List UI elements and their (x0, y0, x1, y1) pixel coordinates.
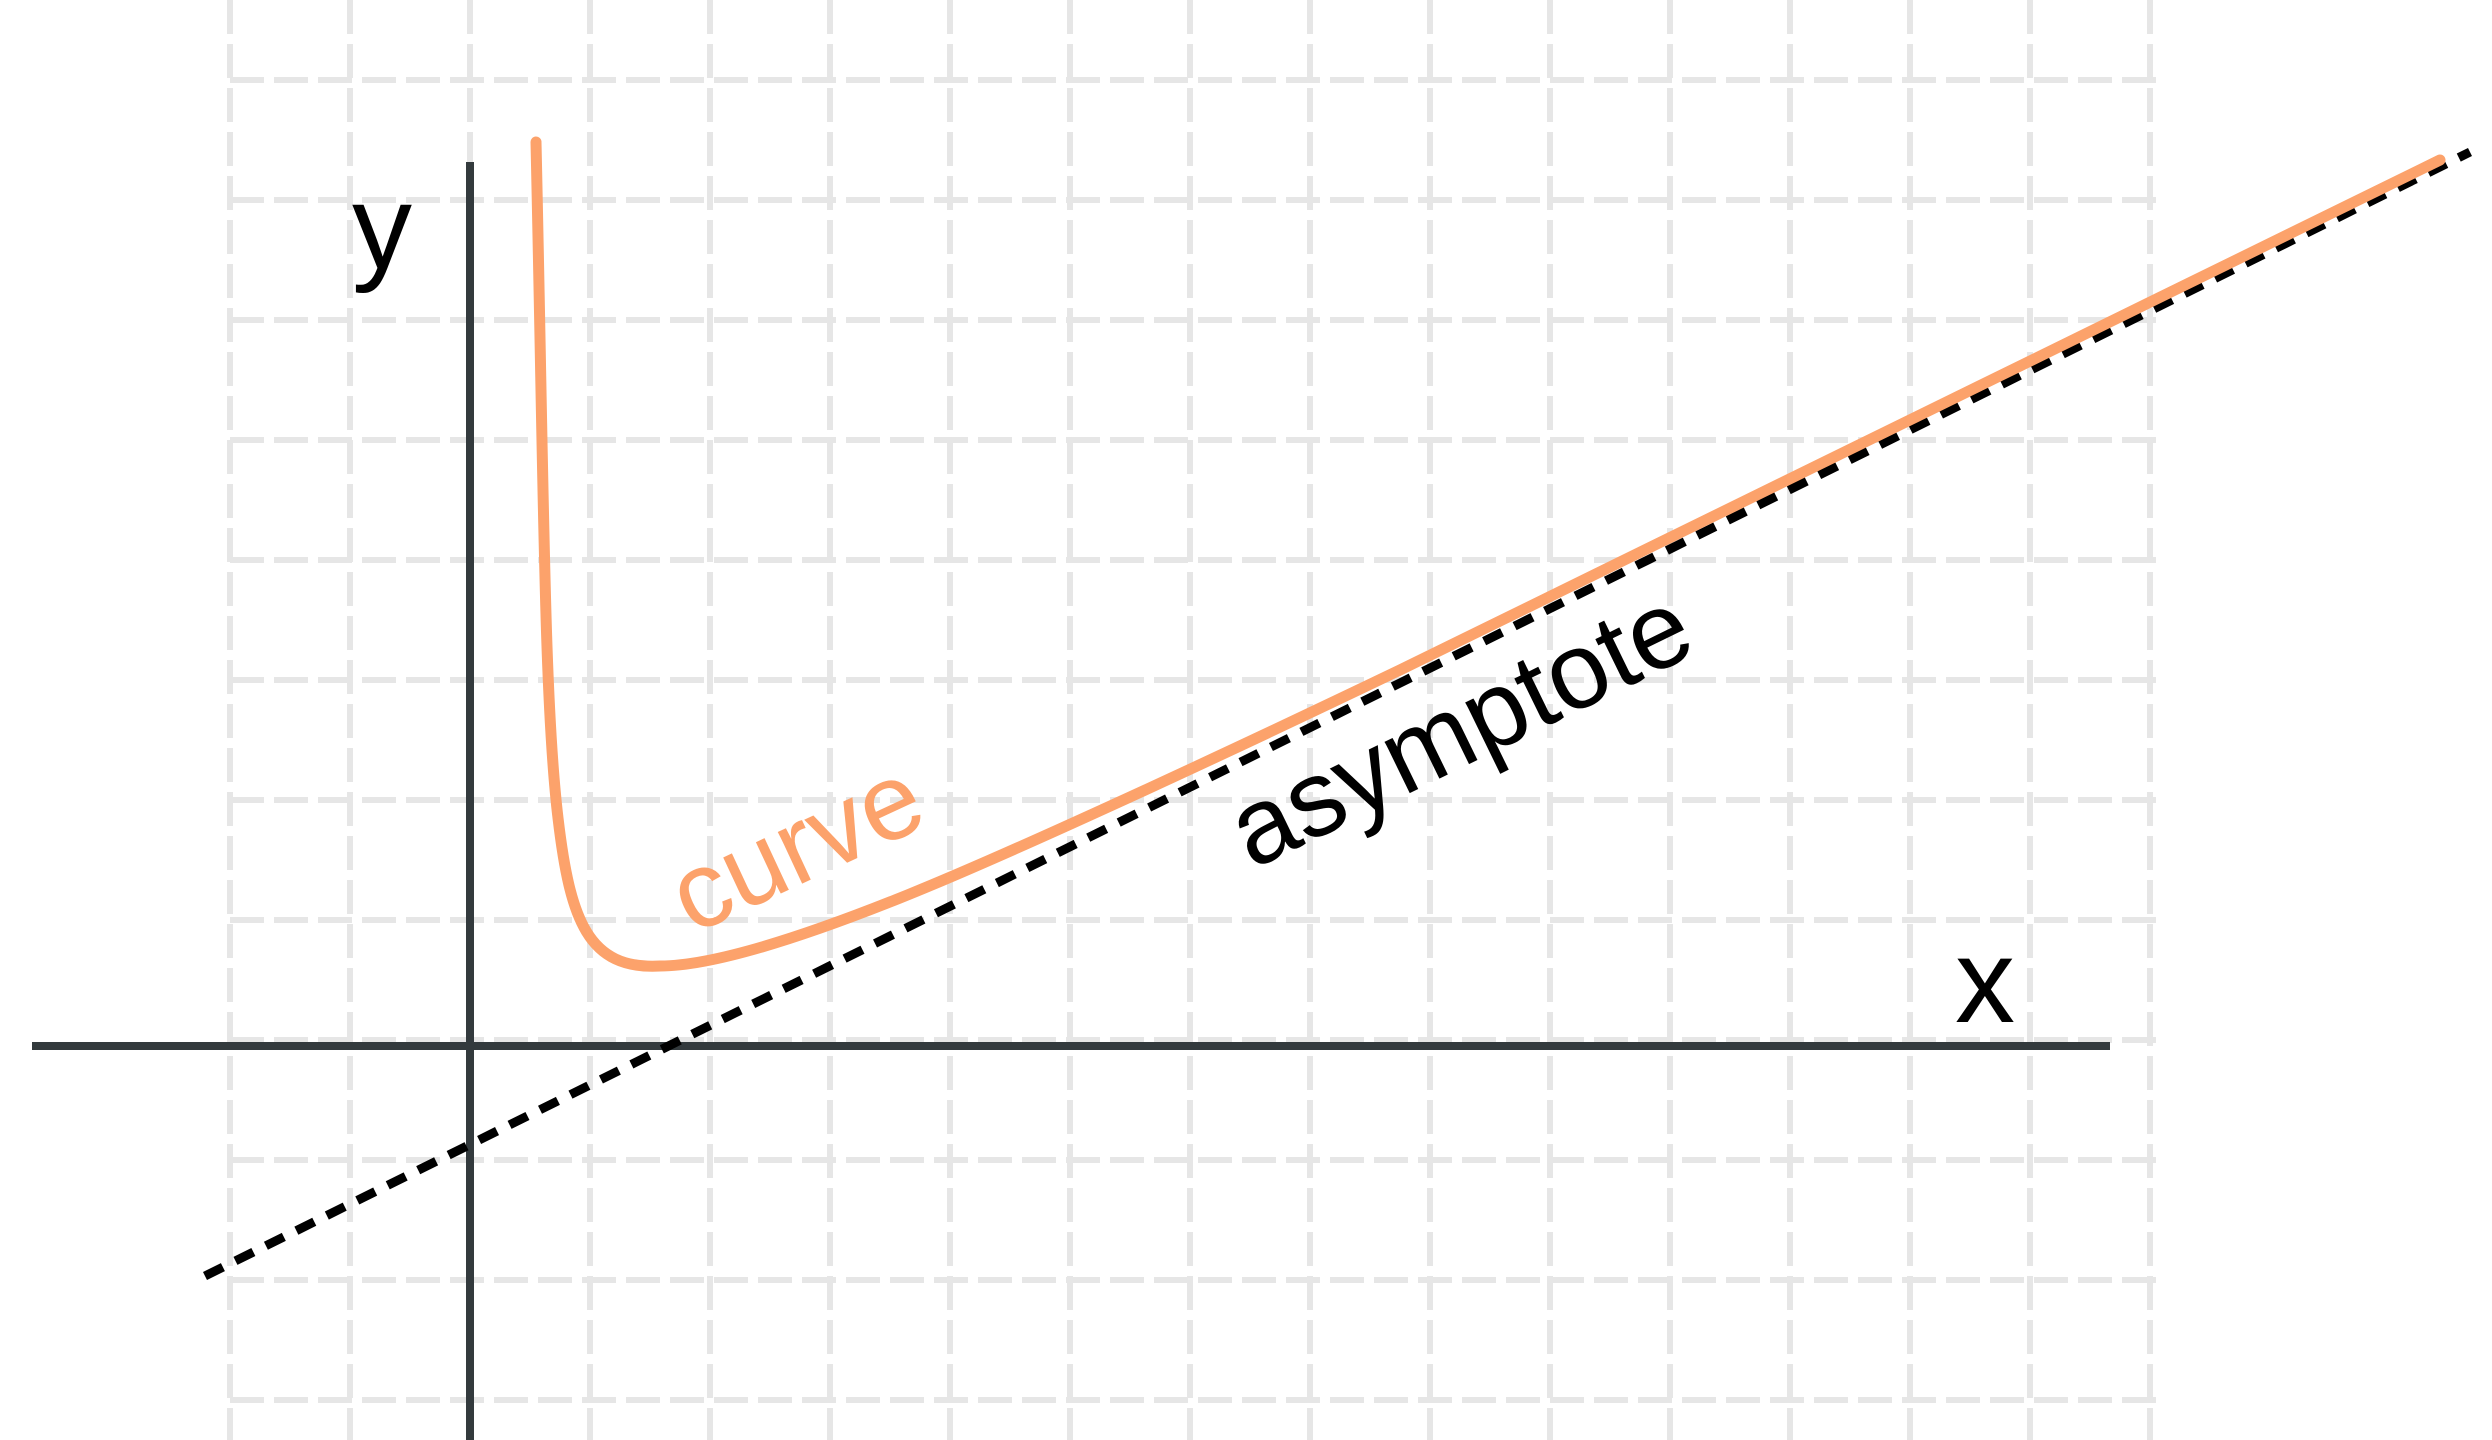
curve-line (530, 136, 2446, 972)
x-axis-label: x (1955, 914, 2015, 1048)
asymptote-line (202, 147, 2473, 1281)
background-grid (227, 0, 2160, 1440)
y-axis-label: y (352, 160, 412, 294)
